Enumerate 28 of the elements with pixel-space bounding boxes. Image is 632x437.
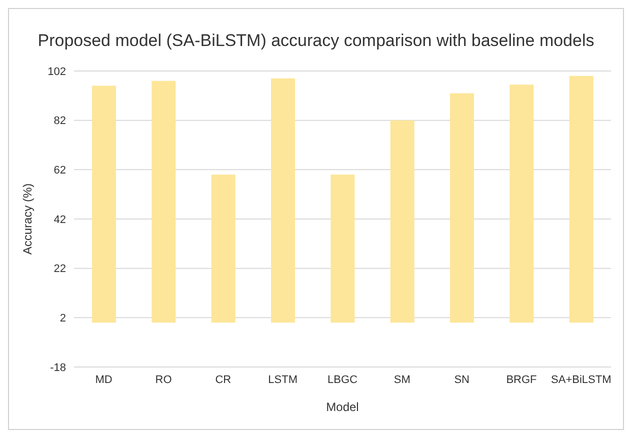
- bar: [330, 174, 355, 323]
- chart-title: Proposed model (SA-BiLSTM) accuracy comparison with baseline models: [36, 30, 596, 52]
- x-tick-label: LBGC: [328, 374, 358, 386]
- x-tick-label: RO: [155, 374, 172, 386]
- bar: [390, 120, 414, 323]
- bar: [211, 174, 236, 323]
- x-tick-label: LSTM: [268, 374, 298, 386]
- x-tick-label: MD: [95, 374, 112, 386]
- y-tick-label: 102: [48, 66, 66, 78]
- y-tick-label: 42: [54, 214, 66, 226]
- bar: [271, 78, 295, 323]
- x-tick-label: SA+BiLSTM: [551, 374, 612, 386]
- bar: [510, 84, 534, 323]
- y-tick-label: 2: [60, 312, 66, 325]
- y-axis-title: Accuracy (%): [20, 183, 34, 255]
- x-axis-title: Model: [326, 400, 359, 414]
- bar: [92, 86, 116, 323]
- x-tick-label: SM: [394, 374, 410, 386]
- x-tick-label: SN: [454, 374, 470, 386]
- x-tick-label: BRGF: [506, 374, 538, 386]
- y-tick-label: 22: [54, 263, 66, 276]
- y-tick-label: -18: [50, 362, 66, 374]
- bar: [152, 80, 176, 323]
- y-tick-label: 82: [54, 115, 66, 128]
- y-tick-label: 62: [54, 164, 66, 177]
- x-tick-label: CR: [215, 374, 232, 386]
- bar: [569, 76, 594, 323]
- bar: [450, 93, 474, 323]
